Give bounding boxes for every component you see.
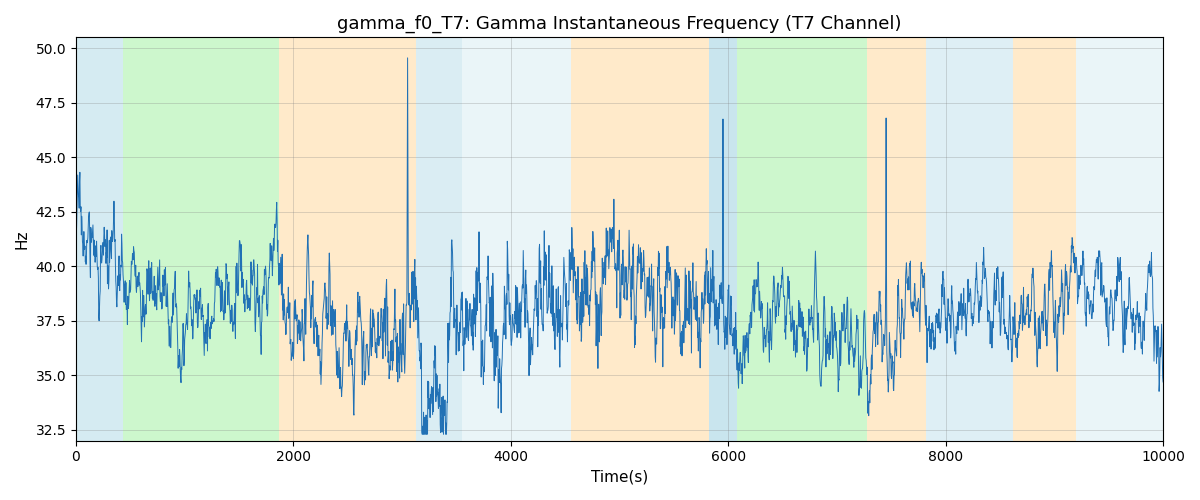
Bar [709,38,737,440]
Bar [570,38,709,440]
Bar [868,38,926,440]
Bar [926,38,1013,440]
Bar [737,38,868,440]
Y-axis label: Hz: Hz [14,230,30,249]
Bar [280,38,416,440]
Bar [416,38,462,440]
X-axis label: Time(s): Time(s) [590,470,648,485]
Bar [76,38,122,440]
Bar [462,38,570,440]
Bar [1076,38,1163,440]
Bar [122,38,280,440]
Bar [1013,38,1076,440]
Title: gamma_f0_T7: Gamma Instantaneous Frequency (T7 Channel): gamma_f0_T7: Gamma Instantaneous Frequen… [337,15,901,34]
